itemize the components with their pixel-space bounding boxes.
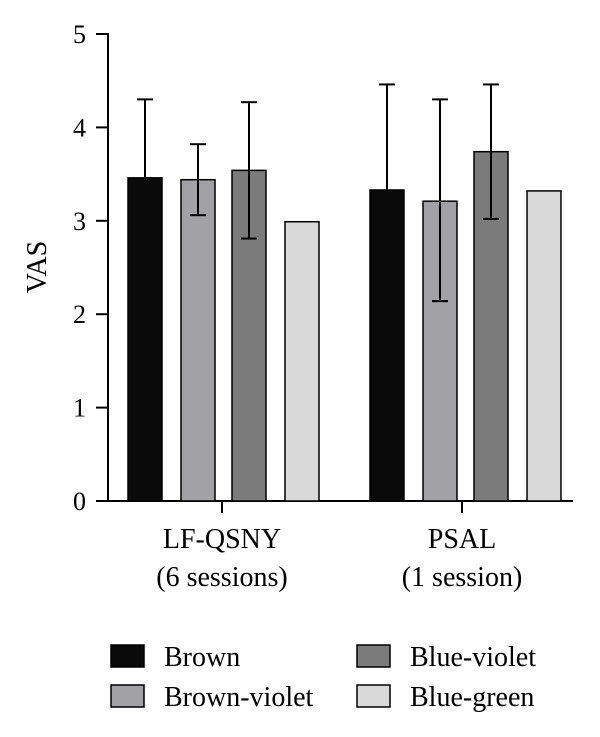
y-tick-label: 0 bbox=[73, 487, 86, 516]
legend-label: Brown-violet bbox=[164, 682, 314, 713]
category-label-line2: (6 sessions) bbox=[156, 562, 287, 593]
bar bbox=[526, 190, 562, 502]
legend-swatch bbox=[110, 644, 145, 668]
bars bbox=[127, 150, 562, 502]
category-label-line1: LF-QSNY bbox=[163, 524, 281, 555]
legend-label: Blue-green bbox=[410, 682, 534, 713]
legend-swatch bbox=[110, 684, 145, 708]
legend-label: Brown bbox=[164, 642, 240, 673]
y-tick-label: 5 bbox=[73, 20, 86, 49]
category-label-line1: PSAL bbox=[428, 524, 496, 555]
y-tick-label: 4 bbox=[73, 113, 86, 142]
y-tick-label: 2 bbox=[73, 300, 86, 329]
y-axis-label: VAS bbox=[22, 241, 53, 293]
category-label-line2: (1 session) bbox=[402, 562, 523, 593]
error-bars bbox=[137, 83, 499, 303]
legend: Brown Brown-violet Blue-violet Blue-green bbox=[110, 642, 536, 713]
y-tick-label: 3 bbox=[73, 207, 86, 236]
category-labels: LF-QSNY (6 sessions) PSAL (1 session) bbox=[156, 524, 522, 593]
bar bbox=[180, 178, 216, 502]
legend-label: Blue-violet bbox=[410, 642, 536, 673]
legend-swatch bbox=[356, 644, 391, 668]
legend-swatch bbox=[356, 684, 391, 708]
bar bbox=[127, 177, 163, 502]
bar bbox=[369, 189, 405, 502]
y-tick-label: 1 bbox=[73, 394, 86, 423]
bar bbox=[284, 220, 320, 502]
